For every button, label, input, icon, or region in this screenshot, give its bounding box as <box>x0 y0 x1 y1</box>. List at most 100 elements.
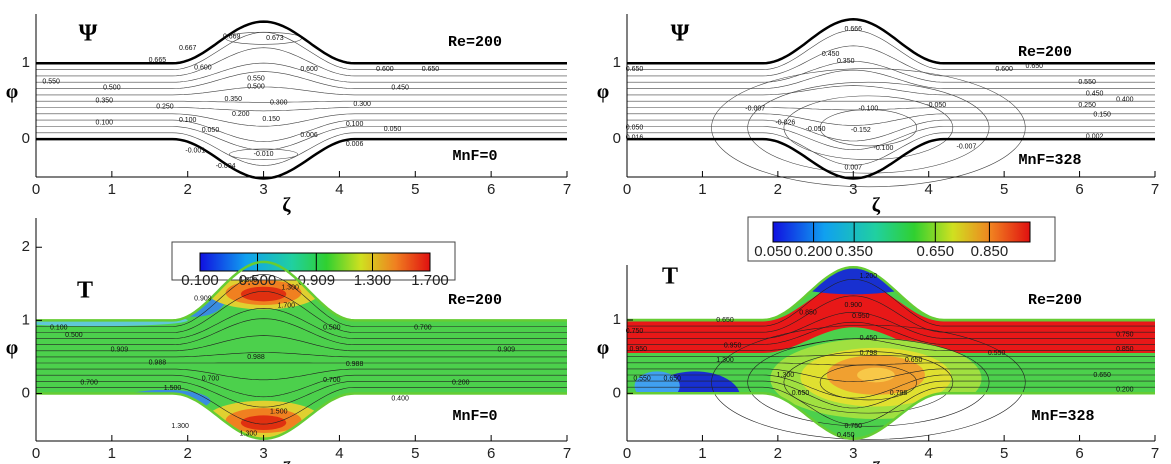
contour-label: 0.150 <box>1093 112 1111 119</box>
contour-label: 0.016 <box>626 134 644 141</box>
annotation: Re=200 <box>1028 292 1082 309</box>
contour-label: 0.006 <box>300 132 318 139</box>
x-tick-label: 2 <box>774 181 782 198</box>
x-tick-label: 0 <box>32 445 40 462</box>
x-tick-label: 5 <box>411 445 419 462</box>
x-axis-label: ζ <box>872 459 881 464</box>
contour-label: 0.850 <box>1116 346 1134 353</box>
y-tick-label: 0 <box>613 130 621 147</box>
contour-label: -0.007 <box>956 144 976 151</box>
contour-label: 1.300 <box>281 284 299 291</box>
contour-label: 0.100 <box>96 119 114 126</box>
contour-label: 1.300 <box>777 372 795 379</box>
colorbar-label: 1.300 <box>354 272 392 289</box>
contour-label: 1.200 <box>860 273 878 280</box>
contour-label: -0.004 <box>216 163 236 170</box>
contour-label: 0.798 <box>890 390 908 397</box>
contour-label: 0.550 <box>633 376 651 383</box>
contour-label: 0.667 <box>179 45 197 52</box>
contour-label: 0.250 <box>156 103 174 110</box>
contour-label: -0.100 <box>858 106 878 113</box>
contour-label: 1.500 <box>164 385 182 392</box>
x-tick-label: 3 <box>259 445 267 462</box>
contour-label: 0.400 <box>391 395 409 402</box>
panel: 0.1000.5000.9091.3001.7001.3001.3001.700… <box>6 218 572 464</box>
contour-label: 0.050 <box>384 126 402 133</box>
contour-label: 0.550 <box>1078 79 1096 86</box>
contour-label: 0.100 <box>179 117 197 124</box>
y-axis-label: φ <box>6 81 18 103</box>
x-tick-label: 1 <box>108 445 116 462</box>
x-axis-label: ζ <box>282 459 291 464</box>
x-tick-label: 4 <box>925 181 933 198</box>
contour-label: 0.002 <box>1086 134 1104 141</box>
contour-line <box>36 108 567 111</box>
contour-label: 0.300 <box>270 100 288 107</box>
colorbar-label: 0.350 <box>835 243 873 260</box>
field-blob <box>857 368 895 383</box>
contour-label: 0.100 <box>50 325 68 332</box>
contour-label: 1.300 <box>240 277 258 284</box>
contour-label: 0.500 <box>103 84 121 91</box>
contour-label: 0.988 <box>149 360 167 367</box>
field-blob <box>241 415 287 430</box>
colorbar-label: 0.650 <box>917 243 955 260</box>
contour-label: -0.026 <box>775 119 795 126</box>
x-tick-label: 0 <box>623 181 631 198</box>
y-axis-label: φ <box>597 337 609 359</box>
figure: 0.6690.6730.6670.6650.6000.6000.6000.650… <box>0 0 1171 464</box>
x-tick-label: 2 <box>184 181 192 198</box>
y-axis-label: φ <box>597 81 609 103</box>
contour-label: 0.700 <box>202 376 220 383</box>
contour-label: 0.650 <box>1026 63 1044 70</box>
contour-label: 0.673 <box>266 35 284 42</box>
x-tick-label: 5 <box>1000 181 1008 198</box>
contour-label: 0.650 <box>1093 372 1111 379</box>
contour-label: -0.050 <box>926 102 946 109</box>
contour-label: 0.150 <box>262 116 280 123</box>
contour-label: -0.007 <box>745 106 765 113</box>
x-axis-label: ζ <box>872 195 881 217</box>
contour-label: 0.650 <box>626 66 644 73</box>
contour-label: 0.050 <box>202 127 220 134</box>
contour-label: 0.600 <box>376 66 394 73</box>
y-tick-label: 1 <box>613 311 621 328</box>
colorbar-label: 0.050 <box>754 243 792 260</box>
x-tick-label: 6 <box>1075 181 1083 198</box>
contour-label: 0.750 <box>1116 332 1134 339</box>
contour-label: 0.450 <box>860 335 878 342</box>
contour-line <box>36 101 567 102</box>
contour-label: 1.700 <box>278 303 296 310</box>
contour-label: 0.950 <box>852 313 870 320</box>
contour-label: 0.006 <box>346 141 364 148</box>
contour-label: 0.450 <box>391 84 409 91</box>
contour-label: 0.100 <box>346 121 364 128</box>
contour-label: 0.650 <box>716 317 734 324</box>
contour-label: 0.550 <box>247 75 265 82</box>
colorbar-label: 0.200 <box>795 243 833 260</box>
contour-label: 1.300 <box>171 423 189 430</box>
annotation: MnF=0 <box>452 148 497 165</box>
x-tick-label: 3 <box>849 181 857 198</box>
contour-label: 0.950 <box>724 343 742 350</box>
x-tick-label: 1 <box>698 181 706 198</box>
panel-title: Ψ <box>79 21 98 47</box>
x-tick-label: 2 <box>184 445 192 462</box>
contour-line <box>627 46 1155 76</box>
panel: 0.6690.6730.6670.6650.6000.6000.6000.650… <box>6 14 571 217</box>
contour-label: 0.600 <box>300 66 318 73</box>
contour-label: 0.250 <box>1078 102 1096 109</box>
x-tick-label: 0 <box>32 181 40 198</box>
x-tick-label: 7 <box>1151 445 1159 462</box>
x-tick-label: 3 <box>259 181 267 198</box>
contour-label: 0.200 <box>232 111 250 118</box>
x-tick-label: 6 <box>1075 445 1083 462</box>
contour-line <box>627 114 1155 126</box>
panel-title: T <box>662 264 678 290</box>
contour-label: 0.550 <box>988 350 1006 357</box>
contour-label: 1.300 <box>716 357 734 364</box>
contour-label: 0.909 <box>111 346 129 353</box>
contour-label: 0.200 <box>1116 387 1134 394</box>
